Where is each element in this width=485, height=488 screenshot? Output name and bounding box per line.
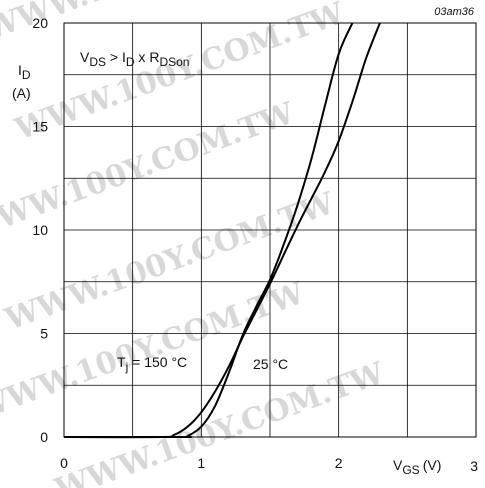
watermark-layer: WWW.100Y.COM.TWWWW.100Y.COM.TWWWW.100Y.C… — [0, 0, 390, 488]
x-tick-label: 0 — [60, 455, 68, 471]
series-line-1 — [63, 22, 354, 439]
x-tick-label: 2 — [335, 455, 343, 471]
axis-ticks: 0 1 2 3 0 5 10 15 20 — [32, 15, 478, 474]
series-lines — [63, 22, 381, 439]
x-tick-label: 1 — [197, 455, 205, 471]
y-axis-unit: (A) — [12, 85, 31, 101]
y-tick-label: 5 — [40, 326, 48, 342]
y-tick-label: 15 — [32, 119, 48, 135]
x-axis-label: VGS (V) — [393, 457, 441, 477]
y-axis-label: ID — [18, 62, 31, 82]
series-label-150c: Tj = 150 °C — [117, 354, 187, 374]
figure-code: 03am36 — [434, 6, 475, 18]
series-line-0 — [63, 22, 381, 439]
condition-annotation: VDS > ID x RDSon — [80, 49, 189, 69]
plot-area: 0 1 2 3 0 5 10 15 20 — [32, 15, 478, 474]
series-label-25c: 25 °C — [253, 356, 288, 372]
y-tick-label: 20 — [32, 15, 48, 31]
y-tick-label: 0 — [40, 429, 48, 445]
x-tick-label: 3 — [470, 458, 478, 474]
y-tick-label: 10 — [32, 222, 48, 238]
